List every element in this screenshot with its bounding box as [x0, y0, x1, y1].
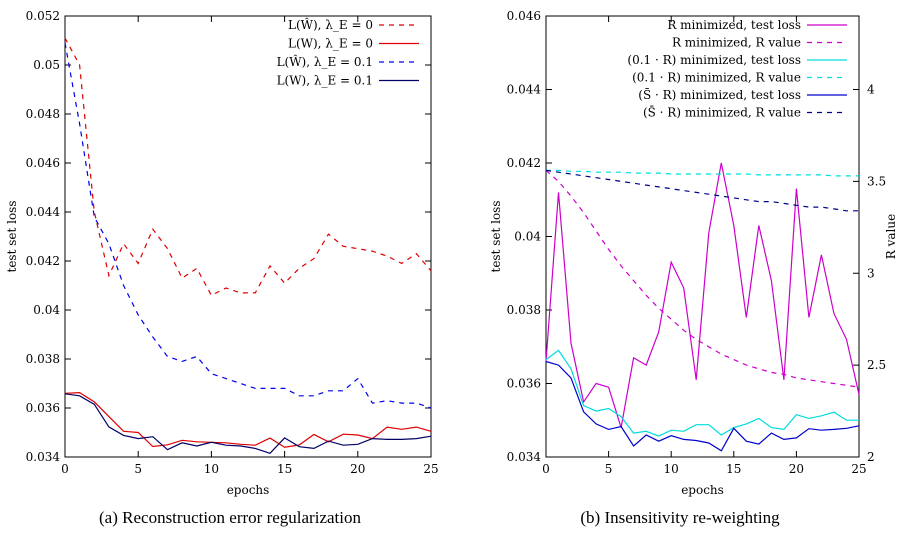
chart-b-x-tick-label: 0 [542, 462, 550, 476]
chart-b-legend-label-5: (S̄ · R) minimized, test loss [638, 87, 801, 102]
chart-b-legend-label-6: (S̄ · R) minimized, R value [643, 104, 801, 119]
chart-b-x-axis-label: epochs [681, 483, 724, 497]
chart-b-series-line-3 [545, 349, 859, 437]
chart-b-y2-tick-label: 3 [867, 266, 875, 280]
chart-b-y-tick-label: 0.04 [514, 230, 541, 244]
chart-a-x-tick-label: 15 [277, 462, 292, 476]
chart-a-series-line-4 [64, 393, 432, 454]
chart-a-legend-label-3: L(Ŵ), λ_E = 0.1 [277, 54, 373, 69]
chart-b-y-tick-label: 0.044 [507, 83, 542, 97]
chart-a-y-tick-label: 0.04 [33, 303, 60, 317]
chart-a-y-tick-label: 0.038 [26, 352, 60, 366]
chart-a-x-axis-label: epochs [227, 483, 270, 497]
chart-b-series-line-6 [545, 169, 859, 212]
chart-b-x-tick-label: 20 [789, 462, 804, 476]
chart-b-y-axis-label: test set loss [489, 201, 503, 273]
chart-a-x-tick-label: 5 [134, 462, 142, 476]
chart-b-y-tick-label: 0.036 [507, 377, 541, 391]
chart-b-y2-tick-label: 2.5 [867, 358, 886, 372]
chart-a-legend-label-1: L(Ŵ), λ_E = 0 [288, 17, 373, 32]
chart-a-y-tick-label: 0.052 [26, 9, 60, 23]
chart-a-legend-label-2: L(W), λ_E = 0 [288, 37, 373, 51]
chart-a-y-tick-label: 0.042 [26, 254, 60, 268]
chart-b-series-line-4 [546, 169, 859, 177]
chart-a-legend-label-4: L(W), λ_E = 0.1 [277, 74, 373, 88]
chart-b-y-tick-label: 0.038 [507, 303, 541, 317]
chart-b-legend-label-1: R minimized, test loss [667, 18, 801, 32]
chart-a-y-tick-label: 0.034 [26, 450, 61, 464]
chart-a-plot-frame [64, 15, 432, 458]
charts-canvas: 0 5 10 15 20 250.0340.0360.0380.040.0420.0440… [5, 9, 898, 497]
chart-a-y-tick-label: 0.05 [33, 58, 60, 72]
chart-a-y-tick-label: 0.044 [26, 205, 61, 219]
chart-b-y2-tick-label: 2 [867, 450, 875, 464]
chart-b-y2-tick-label: 4 [867, 83, 875, 97]
chart-b-y-tick-label: 0.046 [507, 9, 541, 23]
chart-b-series-line-1 [545, 162, 860, 428]
chart-a-y-tick-label: 0.046 [26, 156, 60, 170]
chart-b-series-line-5 [545, 360, 860, 452]
chart-a-series-line-2 [64, 391, 432, 448]
chart-b-y-tick-label: 0.034 [507, 450, 542, 464]
chart-b-y2-axis-label: R value [884, 214, 898, 259]
chart-b-legend-label-2: R minimized, R value [672, 36, 801, 50]
chart-b-legend-label-4: (0.1 · R) minimized, R value [632, 71, 801, 85]
chart-a-x-tick-label: 25 [423, 462, 438, 476]
chart-b-legend-label-3: (0.1 · R) minimized, test loss [627, 53, 801, 67]
chart-b-series-line-2 [545, 169, 860, 388]
chart-b-x-tick-label: 25 [851, 462, 866, 476]
caption-a: (a) Reconstruction error regularization [99, 508, 361, 527]
chart-b-x-tick-label: 10 [664, 462, 679, 476]
chart-a-series-line-3 [64, 42, 432, 409]
chart-a-x-tick-label: 20 [350, 462, 365, 476]
chart-a-y-tick-label: 0.036 [26, 401, 60, 415]
chart-a-y-tick-label: 0.048 [26, 107, 60, 121]
chart-b-x-tick-label: 5 [605, 462, 613, 476]
chart-b-y-tick-label: 0.042 [507, 156, 541, 170]
chart-b-x-tick-label: 15 [726, 462, 741, 476]
chart-a-x-tick-label: 0 [61, 462, 69, 476]
chart-a-y-axis-label: test set loss [5, 201, 19, 273]
chart-b-y2-tick-label: 3.5 [867, 174, 886, 188]
chart-a-series-line-1 [64, 37, 432, 297]
caption-b: (b) Insensitivity re-weighting [580, 508, 780, 527]
chart-a-x-tick-label: 10 [204, 462, 219, 476]
